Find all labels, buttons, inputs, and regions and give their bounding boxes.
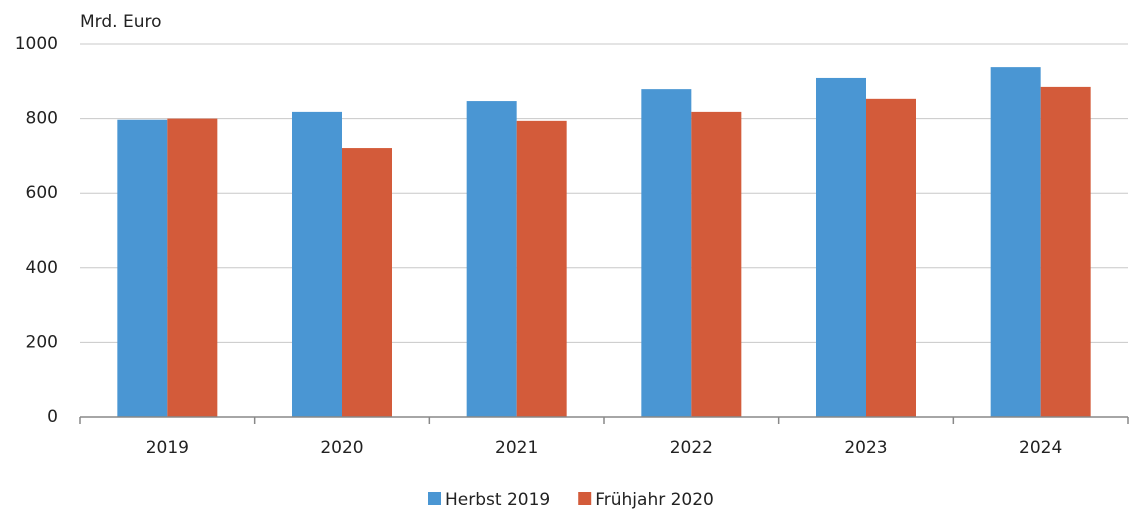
x-tick-label: 2019	[146, 438, 189, 458]
bar	[167, 118, 218, 417]
bar	[641, 89, 692, 418]
bar	[990, 67, 1041, 417]
bar	[691, 111, 742, 418]
y-tick-label: 0	[47, 407, 58, 427]
bar	[866, 98, 916, 418]
y-tick-label: 800	[26, 109, 58, 129]
y-tick-label: 600	[26, 183, 58, 203]
y-tick-label: 400	[26, 258, 58, 278]
bar	[466, 101, 517, 417]
x-tick-label: 2023	[844, 438, 887, 458]
bar	[516, 120, 567, 417]
bar	[1040, 86, 1091, 418]
legend-label: Herbst 2019	[445, 490, 550, 510]
y-tick-label: 200	[26, 332, 58, 352]
axis-unit-title: Mrd. Euro	[80, 12, 162, 32]
legend-label: Frühjahr 2020	[595, 490, 714, 510]
x-tick-label: 2022	[670, 438, 713, 458]
y-tick-label: 1000	[15, 34, 58, 54]
legend-swatch	[578, 492, 592, 505]
bar	[342, 148, 392, 417]
bar	[117, 119, 168, 418]
x-tick-label: 2021	[495, 438, 538, 458]
x-tick-label: 2024	[1019, 438, 1062, 458]
bar	[816, 77, 866, 418]
bar	[292, 111, 342, 418]
legend-swatch	[428, 492, 441, 505]
x-tick-label: 2020	[320, 438, 363, 458]
